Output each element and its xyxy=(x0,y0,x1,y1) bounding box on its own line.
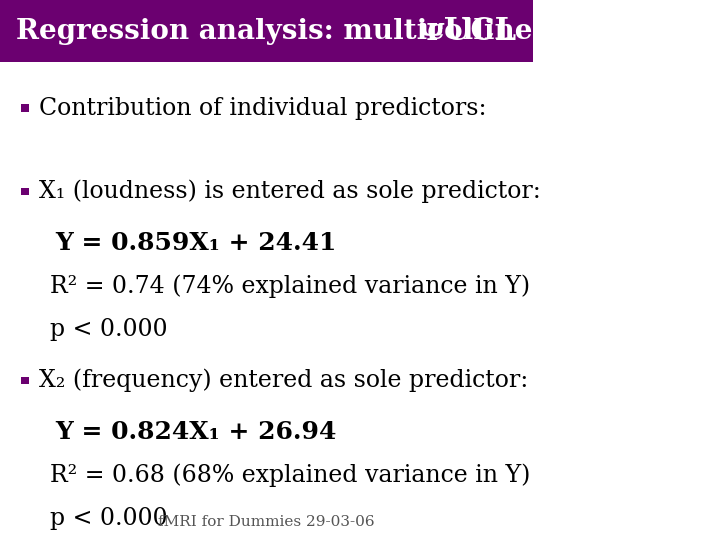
Text: R² = 0.74 (74% explained variance in Y): R² = 0.74 (74% explained variance in Y) xyxy=(50,274,530,298)
FancyBboxPatch shape xyxy=(22,377,29,384)
Text: Y = 0.859X₁ + 24.41: Y = 0.859X₁ + 24.41 xyxy=(55,231,337,255)
FancyBboxPatch shape xyxy=(0,0,534,62)
Text: Y = 0.824X₁ + 26.94: Y = 0.824X₁ + 26.94 xyxy=(55,420,337,444)
Text: p < 0.000: p < 0.000 xyxy=(50,318,168,341)
Text: Contribution of individual predictors:: Contribution of individual predictors: xyxy=(40,97,487,119)
Text: Regression analysis: multicollinearity example: Regression analysis: multicollinearity e… xyxy=(16,17,720,45)
Text: X₁ (loudness) is entered as sole predictor:: X₁ (loudness) is entered as sole predict… xyxy=(40,180,541,204)
Text: R² = 0.68 (68% explained variance in Y): R² = 0.68 (68% explained variance in Y) xyxy=(50,463,531,487)
Text: p < 0.000: p < 0.000 xyxy=(50,507,168,530)
FancyBboxPatch shape xyxy=(22,188,29,195)
Text: X₂ (frequency) entered as sole predictor:: X₂ (frequency) entered as sole predictor… xyxy=(40,369,528,393)
FancyBboxPatch shape xyxy=(22,104,29,112)
Text: fMRI for Dummies 29-03-06: fMRI for Dummies 29-03-06 xyxy=(158,515,375,529)
Text: ᴪUCL: ᴪUCL xyxy=(419,16,518,46)
